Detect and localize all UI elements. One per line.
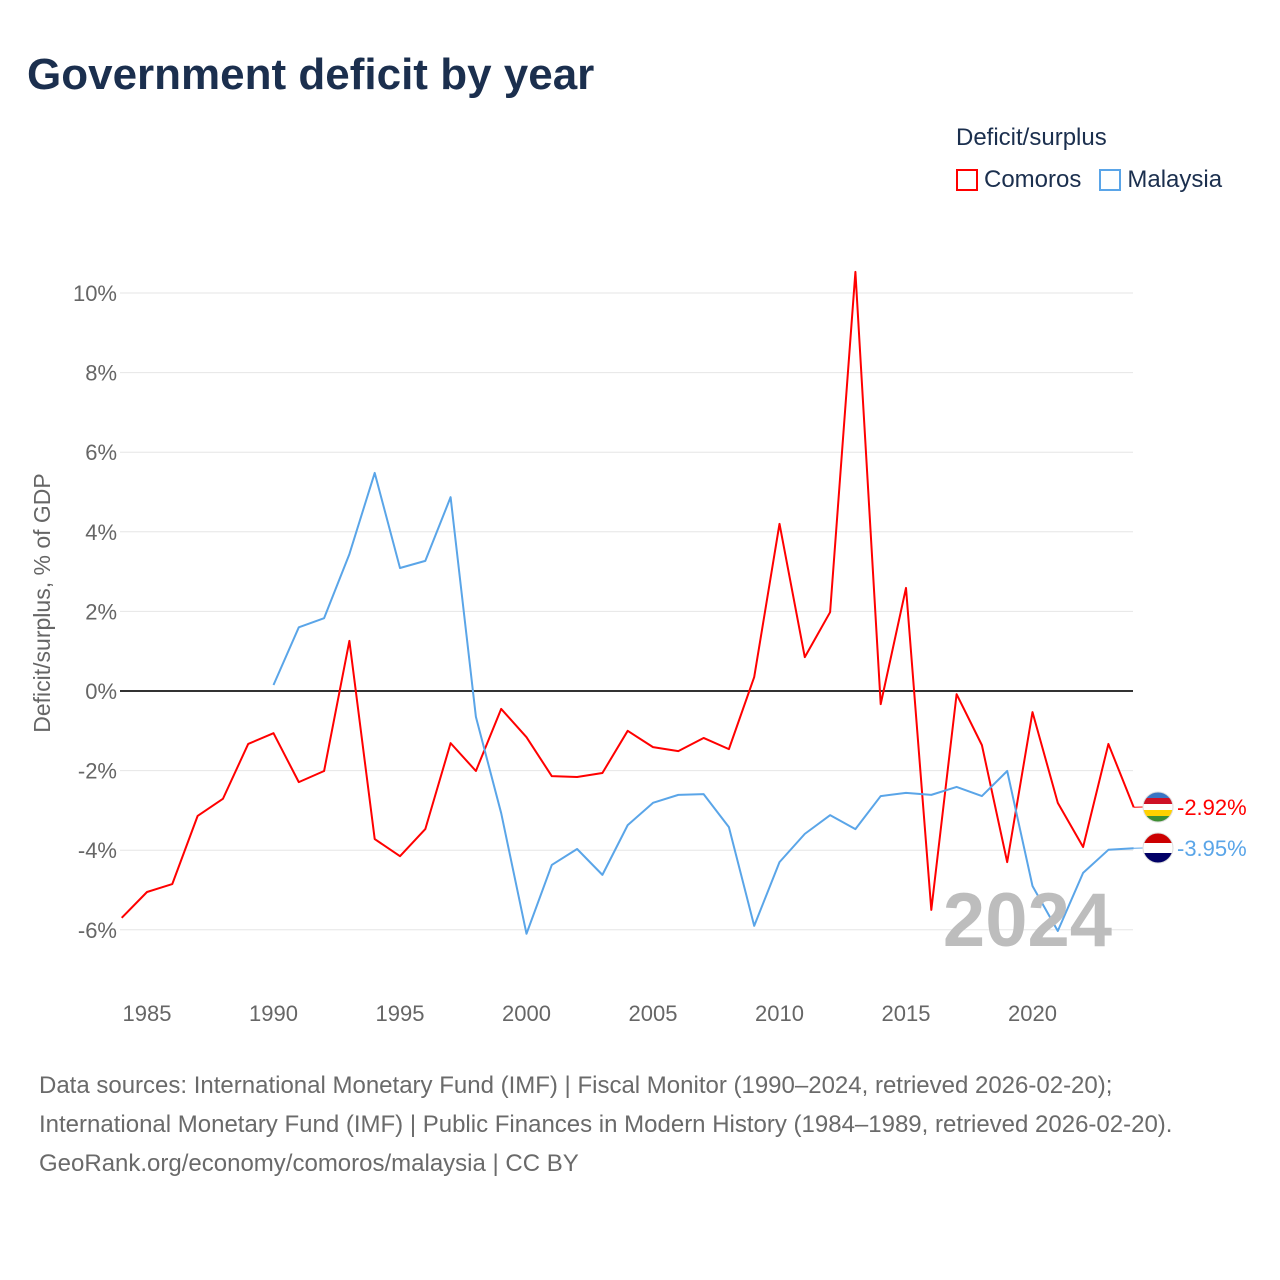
x-tick-label: 2015 — [882, 1001, 931, 1026]
legend-swatch-malaysia — [1099, 169, 1122, 191]
x-tick-label: 1990 — [249, 1001, 298, 1026]
legend-item-comoros[interactable]: Comoros — [956, 166, 1081, 194]
y-tick-label: 6% — [85, 440, 117, 465]
flag-stripe — [1143, 792, 1173, 799]
comoros-flag-icon — [1142, 791, 1174, 823]
legend-item-malaysia[interactable]: Malaysia — [1099, 166, 1222, 194]
y-tick-label: 4% — [85, 520, 117, 545]
y-tick-label: 0% — [85, 679, 117, 704]
end-value-label-malaysia: -3.95% — [1177, 836, 1247, 861]
end-value-label-comoros: -2.92% — [1177, 795, 1247, 820]
x-tick-label: 1985 — [123, 1001, 172, 1026]
legend-title: Deficit/surplus — [956, 124, 1107, 151]
y-tick-label: -2% — [78, 759, 117, 784]
malaysia-flag-icon — [1142, 832, 1174, 864]
y-axis-label: Deficit/surplus, % of GDP — [29, 473, 55, 732]
flag-stripe — [1143, 798, 1173, 805]
legend: Comoros Malaysia — [956, 166, 1222, 194]
flag-stripe — [1143, 853, 1173, 863]
chart-title: Government deficit by year — [27, 50, 595, 99]
year-watermark: 2024 — [943, 878, 1112, 963]
y-tick-label: -4% — [78, 838, 117, 863]
x-tick-label: 2005 — [629, 1001, 678, 1026]
line-chart: -6% -4% -2% 0% 2% 4% 6% 8% 10% 1985 1990 1995 2000 20… — [29, 270, 1247, 1026]
flag-stripe — [1143, 804, 1173, 811]
x-tick-label: 2010 — [755, 1001, 804, 1026]
legend-label: Malaysia — [1127, 166, 1223, 193]
flag-stripe — [1143, 810, 1173, 817]
legend-swatch-comoros — [956, 169, 978, 191]
series-line-malaysia — [272, 471, 1134, 935]
footer: Data sources: International Monetary Fun… — [39, 1066, 1239, 1183]
legend-label: Comoros — [984, 166, 1082, 193]
y-tick-label: -6% — [78, 918, 117, 943]
x-tick-label: 2020 — [1008, 1001, 1057, 1026]
y-tick-label: 8% — [85, 361, 117, 386]
series-line-comoros — [120, 270, 1135, 919]
source-link[interactable]: GeoRank.org/economy/comoros/malaysia — [39, 1150, 486, 1177]
x-tick-label: 1995 — [376, 1001, 425, 1026]
y-tick-label: 2% — [85, 599, 117, 624]
flag-stripe — [1143, 843, 1173, 854]
y-tick-label: 10% — [73, 281, 117, 306]
x-tick-label: 2000 — [502, 1001, 551, 1026]
license: | CC BY — [485, 1150, 579, 1177]
flag-stripe — [1143, 816, 1173, 822]
data-sources: Data sources: International Monetary Fun… — [39, 1072, 1173, 1138]
flag-stripe — [1143, 833, 1173, 844]
